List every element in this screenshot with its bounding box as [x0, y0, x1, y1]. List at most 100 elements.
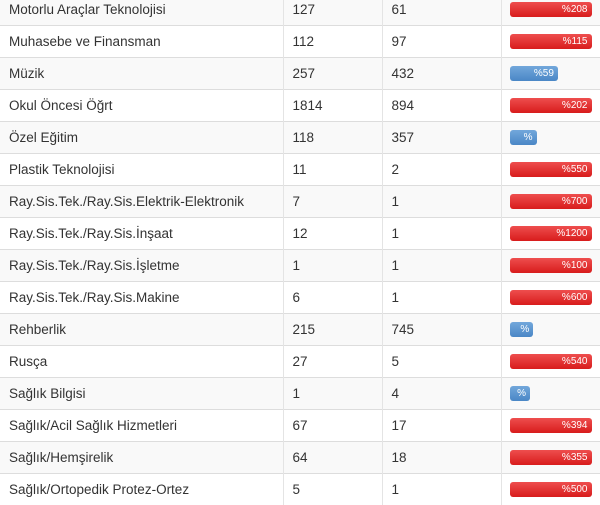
ratio-bar-track: %550 — [510, 162, 592, 177]
ratio-bar-track: %115 — [510, 34, 592, 49]
program-name-cell: Sağlık Bilgisi — [0, 378, 283, 410]
program-name-cell: Sağlık/Acil Sağlık Hizmetleri — [0, 410, 283, 442]
count-a-cell: 11 — [283, 154, 382, 186]
count-a-cell: 118 — [283, 122, 382, 154]
ratio-progress-bar: %1200 — [510, 226, 592, 241]
ratio-progress-bar: %500 — [510, 482, 592, 497]
ratio-bar-track: % — [510, 386, 592, 401]
count-a-cell: 67 — [283, 410, 382, 442]
program-name-cell: Sağlık/Ortopedik Protez-Ortez — [0, 474, 283, 505]
ratio-bar-track: %59 — [510, 66, 592, 81]
ratio-bar-track: %394 — [510, 418, 592, 433]
ratio-cell: %208 — [501, 0, 600, 26]
count-b-cell: 1 — [382, 218, 501, 250]
ratio-progress-bar: %550 — [510, 162, 592, 177]
ratio-cell: %500 — [501, 474, 600, 505]
table-row: Ray.Sis.Tek./Ray.Sis.Elektrik-Elektronik… — [0, 186, 600, 218]
ratio-cell: %600 — [501, 282, 600, 314]
ratio-cell: % — [501, 378, 600, 410]
program-name-cell: Ray.Sis.Tek./Ray.Sis.Elektrik-Elektronik — [0, 186, 283, 218]
ratio-progress-bar: %100 — [510, 258, 592, 273]
ratio-cell: %700 — [501, 186, 600, 218]
count-a-cell: 1 — [283, 378, 382, 410]
count-b-cell: 894 — [382, 90, 501, 122]
count-b-cell: 18 — [382, 442, 501, 474]
count-b-cell: 17 — [382, 410, 501, 442]
ratio-progress-bar: % — [510, 386, 531, 401]
ratio-bar-track: %355 — [510, 450, 592, 465]
count-a-cell: 127 — [283, 0, 382, 26]
ratio-cell: %59 — [501, 58, 600, 90]
count-b-cell: 745 — [382, 314, 501, 346]
ratio-progress-bar: %394 — [510, 418, 592, 433]
ratio-progress-bar: %208 — [510, 2, 592, 17]
ratio-cell: % — [501, 122, 600, 154]
ratio-progress-bar: %700 — [510, 194, 592, 209]
program-name-cell: Rusça — [0, 346, 283, 378]
ratio-cell: %202 — [501, 90, 600, 122]
ratio-progress-bar: % — [510, 322, 534, 337]
ratio-cell: %540 — [501, 346, 600, 378]
program-name-cell: Özel Eğitim — [0, 122, 283, 154]
ratio-cell: %1200 — [501, 218, 600, 250]
ratio-cell: %550 — [501, 154, 600, 186]
count-a-cell: 215 — [283, 314, 382, 346]
ratio-cell: %355 — [501, 442, 600, 474]
count-a-cell: 7 — [283, 186, 382, 218]
ratio-cell: %100 — [501, 250, 600, 282]
ratio-progress-bar: % — [510, 130, 537, 145]
count-a-cell: 112 — [283, 26, 382, 58]
count-a-cell: 6 — [283, 282, 382, 314]
count-a-cell: 1814 — [283, 90, 382, 122]
count-a-cell: 64 — [283, 442, 382, 474]
program-name-cell: Motorlu Araçlar Teknolojisi — [0, 0, 283, 26]
count-b-cell: 97 — [382, 26, 501, 58]
ratio-progress-bar: %355 — [510, 450, 592, 465]
program-name-cell: Ray.Sis.Tek./Ray.Sis.Makine — [0, 282, 283, 314]
count-b-cell: 1 — [382, 282, 501, 314]
program-name-cell: Rehberlik — [0, 314, 283, 346]
ratio-bar-track: % — [510, 322, 592, 337]
ratio-bar-track: %500 — [510, 482, 592, 497]
ratio-progress-bar: %59 — [510, 66, 558, 81]
ratio-bar-track: %1200 — [510, 226, 592, 241]
ratio-bar-track: %540 — [510, 354, 592, 369]
program-name-cell: Sağlık/Hemşirelik — [0, 442, 283, 474]
program-name-cell: Okul Öncesi Öğrt — [0, 90, 283, 122]
ratio-progress-bar: %540 — [510, 354, 592, 369]
count-b-cell: 61 — [382, 0, 501, 26]
count-b-cell: 1 — [382, 250, 501, 282]
ratio-bar-track: %202 — [510, 98, 592, 113]
program-name-cell: Ray.Sis.Tek./Ray.Sis.İnşaat — [0, 218, 283, 250]
ratio-bar-track: % — [510, 130, 592, 145]
ratio-cell: % — [501, 314, 600, 346]
count-b-cell: 357 — [382, 122, 501, 154]
count-b-cell: 5 — [382, 346, 501, 378]
count-a-cell: 257 — [283, 58, 382, 90]
ratio-bar-track: %600 — [510, 290, 592, 305]
count-b-cell: 1 — [382, 186, 501, 218]
count-a-cell: 1 — [283, 250, 382, 282]
ratio-bar-track: %100 — [510, 258, 592, 273]
count-b-cell: 2 — [382, 154, 501, 186]
count-b-cell: 432 — [382, 58, 501, 90]
program-name-cell: Ray.Sis.Tek./Ray.Sis.İşletme — [0, 250, 283, 282]
program-name-cell: Muhasebe ve Finansman — [0, 26, 283, 58]
count-b-cell: 1 — [382, 474, 501, 505]
